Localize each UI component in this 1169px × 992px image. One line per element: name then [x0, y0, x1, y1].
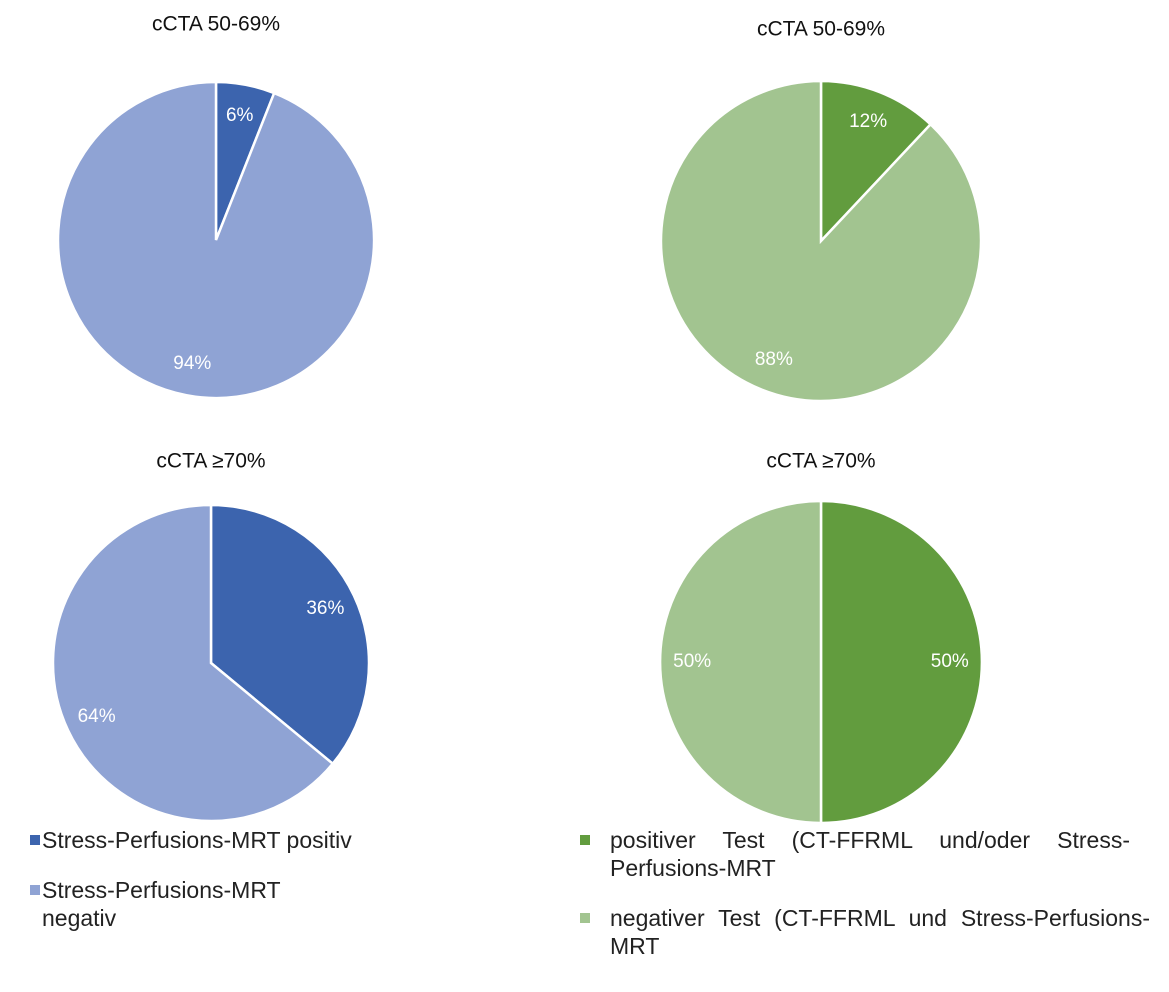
chart-title: cCTA 50-69%	[152, 13, 280, 36]
chart-title: cCTA ≥70%	[156, 450, 265, 473]
pie-slice	[819, 499, 984, 825]
data-label: 6%	[226, 105, 254, 126]
data-label: 36%	[306, 598, 344, 619]
pie-slice	[819, 79, 933, 245]
legend-swatch	[580, 835, 590, 845]
chart-title: cCTA 50-69%	[757, 18, 885, 41]
data-label: 64%	[78, 706, 116, 727]
data-label: 94%	[173, 353, 211, 374]
legend-left: Stress-Perfusions-MRT positiv Stress-Per…	[30, 826, 470, 954]
legend-item: Stress-Perfusions-MRT positiv	[30, 826, 470, 854]
charts: cCTA 50-69% 6% 94% cCTA 50-69% 12% 88% cCTA ≥7…	[51, 13, 984, 825]
pie-slice	[209, 503, 371, 766]
pie-slice	[658, 499, 823, 825]
data-label: 50%	[673, 651, 711, 672]
legend-right: positiver Test (CT-FFRML und/oder Stress…	[580, 826, 1160, 982]
pie-slice	[51, 503, 335, 823]
data-label: 50%	[931, 651, 969, 672]
legend-label: negativer Test (CT-FFRML und Stress-Perf…	[610, 905, 1150, 959]
legend-item: Stress-Perfusions-MRT negativ	[30, 876, 470, 932]
pie-slice	[659, 79, 983, 403]
chart-title: cCTA ≥70%	[766, 450, 875, 473]
legend-label: Stress-Perfusions-MRT negativ	[42, 877, 281, 931]
data-label: 88%	[755, 349, 793, 370]
legend-item: negativer Test (CT-FFRML und Stress-Perf…	[580, 904, 1160, 960]
legend-swatch	[30, 835, 40, 845]
data-label: 12%	[849, 111, 887, 132]
legend-label: Stress-Perfusions-MRT positiv	[42, 827, 352, 853]
legend-item: positiver Test (CT-FFRML und/oder Stress…	[580, 826, 1160, 882]
legend-swatch	[30, 885, 40, 895]
legend-label: positiver Test (CT-FFRML und/oder Stress…	[610, 827, 1130, 881]
legend-swatch	[580, 913, 590, 923]
pie-slice	[56, 80, 376, 400]
